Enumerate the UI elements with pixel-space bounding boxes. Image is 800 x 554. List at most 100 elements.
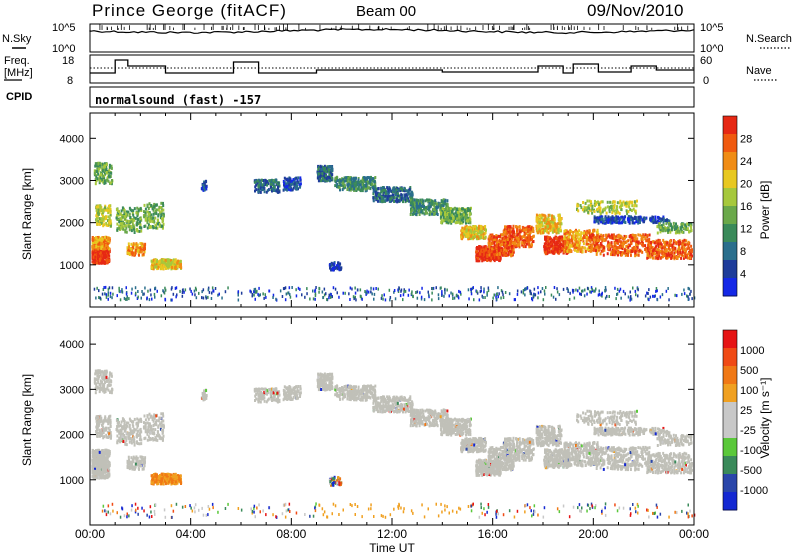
power-cell bbox=[125, 219, 128, 223]
power-cell bbox=[625, 250, 628, 254]
power-cell bbox=[447, 207, 450, 211]
power-cell bbox=[646, 254, 649, 257]
power-cell bbox=[502, 248, 505, 252]
power-cell bbox=[142, 252, 145, 256]
power-cell bbox=[610, 250, 613, 254]
power-cell bbox=[565, 246, 568, 250]
power-cell bbox=[546, 224, 549, 228]
power-cell bbox=[108, 175, 111, 179]
station-title: Prince George (fitACF) bbox=[92, 1, 287, 20]
power-cell bbox=[384, 194, 387, 198]
power-cell bbox=[517, 232, 520, 236]
power-cell bbox=[154, 216, 157, 220]
power-cell bbox=[605, 236, 608, 240]
power-cell bbox=[134, 251, 137, 255]
power-cell bbox=[156, 267, 159, 271]
power-cell bbox=[123, 215, 126, 219]
power-cell bbox=[99, 257, 102, 261]
power-cell bbox=[641, 243, 644, 247]
power-cell bbox=[552, 221, 555, 225]
power-cell bbox=[541, 224, 544, 228]
power-cell bbox=[293, 184, 296, 188]
power-cell bbox=[382, 191, 385, 195]
power-cell bbox=[115, 216, 118, 220]
power-cell bbox=[496, 236, 498, 240]
power-cell bbox=[154, 260, 157, 264]
power-cell bbox=[276, 182, 279, 186]
power-cell bbox=[334, 179, 337, 183]
power-cell bbox=[651, 251, 654, 255]
power-cell bbox=[156, 218, 159, 222]
power-cell bbox=[272, 182, 275, 186]
power-cell bbox=[563, 237, 566, 241]
power-cell bbox=[136, 206, 139, 210]
power-cell bbox=[339, 183, 342, 187]
power-cell bbox=[109, 224, 112, 228]
power-cell bbox=[418, 213, 421, 216]
power-cell bbox=[353, 179, 356, 183]
power-cell bbox=[660, 249, 662, 253]
power-cell bbox=[566, 251, 568, 255]
power-cell bbox=[531, 238, 533, 241]
power-cell bbox=[539, 214, 541, 218]
power-cell bbox=[544, 215, 547, 219]
power-cell bbox=[157, 222, 159, 226]
power-cell bbox=[634, 254, 637, 258]
power-cell bbox=[400, 196, 403, 200]
power-cell bbox=[96, 240, 99, 244]
power-cell bbox=[545, 235, 548, 239]
power-cell bbox=[565, 248, 568, 252]
power-cell bbox=[102, 242, 105, 246]
power-cell bbox=[659, 245, 662, 249]
power-cell bbox=[554, 226, 556, 230]
power-cell bbox=[683, 254, 686, 258]
power-cell bbox=[330, 165, 333, 169]
power-cell bbox=[91, 247, 94, 250]
power-cell bbox=[586, 229, 589, 233]
power-cell bbox=[609, 247, 612, 251]
power-cell bbox=[95, 251, 98, 255]
power-cell bbox=[283, 185, 286, 189]
power-cell bbox=[575, 231, 577, 235]
power-cell bbox=[574, 248, 576, 252]
power-cell bbox=[129, 218, 132, 222]
power-cell bbox=[489, 241, 492, 245]
power-cell bbox=[496, 253, 499, 257]
power-cell bbox=[102, 209, 105, 213]
power-cell bbox=[160, 263, 163, 267]
nave-tick-low: 0 bbox=[703, 75, 709, 87]
power-cell bbox=[137, 217, 139, 221]
power-cell bbox=[613, 235, 616, 239]
power-cell bbox=[429, 198, 432, 202]
power-cell bbox=[317, 164, 320, 168]
power-cell bbox=[545, 242, 548, 246]
power-cell bbox=[436, 202, 439, 206]
power-cell bbox=[636, 240, 638, 244]
power-cell bbox=[653, 249, 656, 253]
power-cell bbox=[147, 207, 150, 210]
power-cell bbox=[653, 241, 656, 245]
power-cell bbox=[677, 240, 680, 244]
power-cell bbox=[103, 254, 105, 258]
power-cell bbox=[133, 207, 136, 211]
power-cell bbox=[505, 254, 507, 257]
power-cell bbox=[105, 171, 108, 175]
power-cell bbox=[417, 202, 419, 206]
power-cell bbox=[386, 191, 389, 195]
power-cell bbox=[503, 250, 506, 254]
power-cell bbox=[421, 211, 424, 215]
power-cell bbox=[632, 249, 635, 252]
power-cell bbox=[445, 204, 448, 208]
power-cell bbox=[338, 181, 341, 184]
power-cell bbox=[275, 178, 278, 182]
power-cell bbox=[595, 252, 598, 256]
power-cell bbox=[382, 193, 385, 197]
power-cell bbox=[631, 239, 634, 243]
nsky-label: N.Sky bbox=[2, 33, 32, 45]
power-cell bbox=[91, 252, 94, 255]
power-cell bbox=[205, 184, 208, 188]
power-cell bbox=[162, 201, 164, 205]
power-cell bbox=[376, 197, 379, 200]
power-cell bbox=[428, 213, 431, 217]
power-cell bbox=[343, 184, 346, 188]
